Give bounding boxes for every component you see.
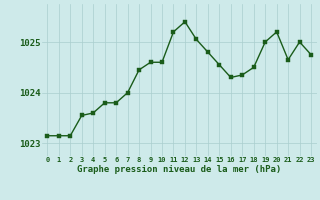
X-axis label: Graphe pression niveau de la mer (hPa): Graphe pression niveau de la mer (hPa) [77,165,281,174]
